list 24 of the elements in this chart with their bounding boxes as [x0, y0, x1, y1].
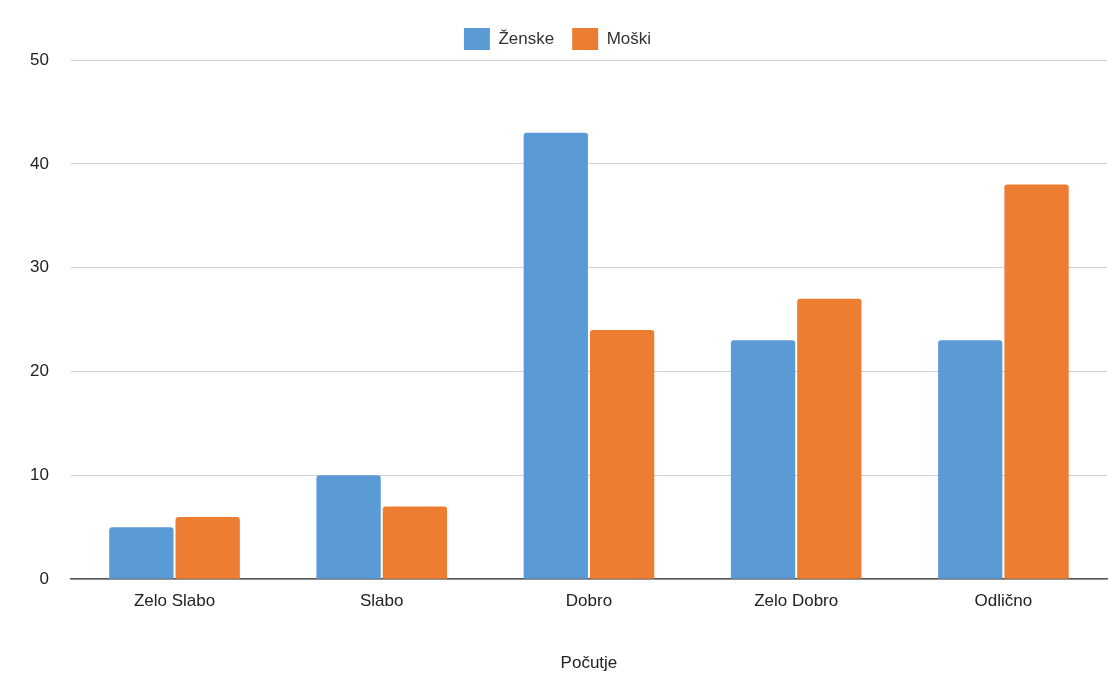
bar	[316, 475, 381, 579]
x-tick-label: Zelo Dobro	[754, 591, 839, 611]
x-tick-label: Odlično	[974, 591, 1033, 611]
bar	[109, 527, 174, 579]
bar	[175, 516, 240, 579]
legend-label: Moški	[606, 28, 652, 48]
y-tick-label: 10	[29, 465, 49, 485]
bar	[1004, 184, 1069, 579]
x-tick-label: Zelo Slabo	[133, 591, 216, 611]
bar	[523, 132, 588, 579]
y-tick-label: 0	[39, 568, 49, 588]
bar	[382, 506, 448, 579]
bar	[730, 340, 796, 579]
y-tick-label: 20	[29, 361, 49, 381]
legend-label: Ženske	[498, 28, 555, 48]
bar	[589, 329, 655, 579]
bar	[938, 340, 1003, 579]
x-tick-label: Slabo	[359, 591, 404, 611]
x-tick-label: Dobro	[565, 591, 613, 611]
x-axis-title: Počutje	[560, 653, 618, 673]
y-tick-label: 40	[29, 153, 49, 173]
bar	[797, 298, 862, 579]
y-tick-label: 50	[29, 49, 49, 69]
y-tick-label: 30	[29, 257, 49, 277]
